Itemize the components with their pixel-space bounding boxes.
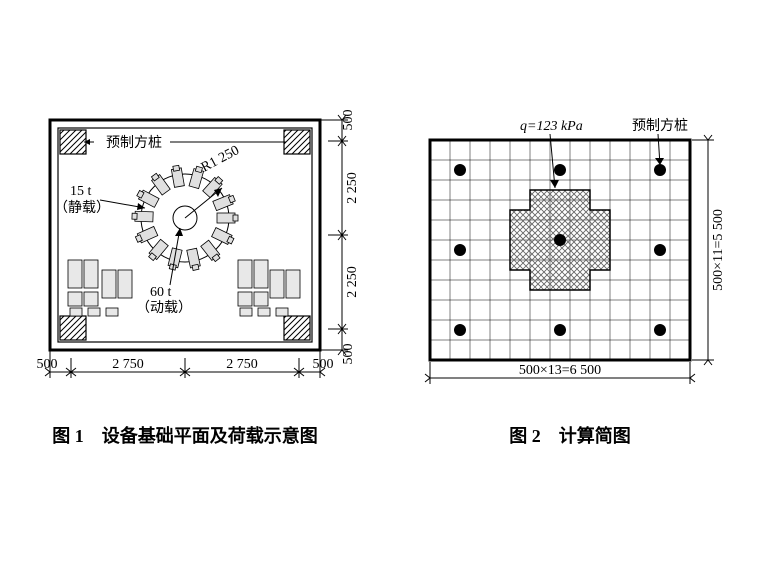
fig2-caption: 图 2 计算简图 xyxy=(410,422,730,448)
svg-text:2 250: 2 250 xyxy=(345,266,360,298)
captions: 图 1 设备基础平面及荷载示意图 图 2 计算简图 xyxy=(0,422,760,448)
fig1-dyn-txt: （动载） xyxy=(136,300,192,316)
fig1-static-txt: （静载） xyxy=(54,200,110,216)
figure-row: 预制方桩 15 t （静载） 60 t （动载） R1 250 xyxy=(0,0,760,410)
fig2-pile-label: 预制方桩 xyxy=(632,117,688,134)
fig1-svg: 预制方桩 15 t （静载） 60 t （动载） R1 250 xyxy=(30,110,380,410)
svg-text:500×13=6 500: 500×13=6 500 xyxy=(519,363,601,378)
svg-text:500: 500 xyxy=(313,357,334,372)
fig1-dim-right: 500 2 250 2 250 500 xyxy=(320,110,360,365)
fig1-caption: 图 1 设备基础平面及荷载示意图 xyxy=(10,422,360,448)
svg-text:2 750: 2 750 xyxy=(112,357,144,372)
svg-text:500: 500 xyxy=(341,344,356,365)
figure-1: 预制方桩 15 t （静载） 60 t （动载） R1 250 xyxy=(30,110,380,410)
fig1-dyn-val: 60 t xyxy=(150,285,172,300)
fig2-load-label: q=123 kPa xyxy=(520,119,583,134)
svg-text:2 750: 2 750 xyxy=(226,357,258,372)
fig2-dim-right: 500×11=5 500 xyxy=(692,135,726,365)
fig1-static-val: 15 t xyxy=(70,184,92,199)
svg-text:500: 500 xyxy=(341,110,356,131)
svg-text:500: 500 xyxy=(37,357,58,372)
fig2-dim-bottom: 500×13=6 500 xyxy=(425,362,695,384)
svg-text:2 250: 2 250 xyxy=(345,172,360,204)
svg-text:500×11=5 500: 500×11=5 500 xyxy=(711,209,726,291)
figure-2: q=123 kPa 预制方桩 500×13=6 500 500×11=5 5 xyxy=(420,110,740,410)
fig1-dim-bottom: 500 2 750 2 750 500 xyxy=(37,350,334,378)
fig1-pile-label: 预制方桩 xyxy=(106,134,162,151)
fig2-svg: q=123 kPa 预制方桩 500×13=6 500 500×11=5 5 xyxy=(420,110,740,410)
